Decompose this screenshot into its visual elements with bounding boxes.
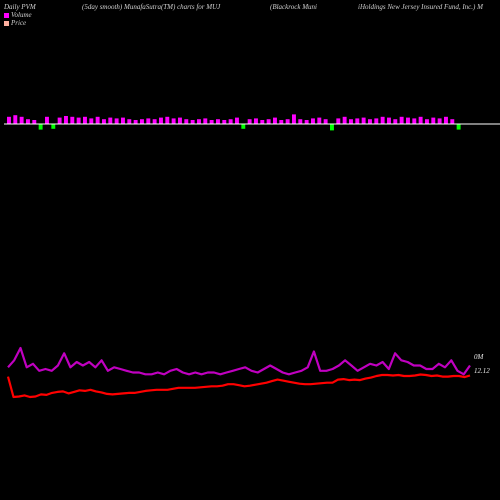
volume-bar: [133, 120, 138, 124]
volume-bar: [152, 119, 157, 124]
price-line: [6, 373, 471, 399]
header-left: Daily PVM: [4, 3, 36, 11]
price-level-label: 12.12: [474, 367, 490, 375]
volume-bar: [51, 124, 56, 129]
volume-bar: [304, 120, 309, 124]
volume-bar: [171, 118, 176, 124]
volume-bar: [64, 116, 68, 124]
volume-bar: [89, 118, 94, 124]
volume-bar: [222, 120, 227, 124]
volume-bar: [203, 118, 208, 124]
volume-bar: [146, 118, 151, 124]
volume-bar: [102, 119, 106, 124]
volume-bar: [355, 118, 360, 124]
volume-bar: [114, 118, 119, 124]
volume-bar: [349, 119, 353, 124]
volume-bar: [127, 119, 132, 124]
volume-bar: [279, 120, 284, 124]
header-company-part2: iHoldings New Jersey Insured Fund, Inc.)…: [358, 3, 483, 11]
header-company-part1: (Blackrock Muni: [270, 3, 317, 11]
volume-bar: [70, 116, 75, 124]
volume-bar: [323, 119, 328, 124]
volume-bar: [7, 116, 11, 124]
volume-bar: [76, 117, 81, 124]
volume-bar: [216, 119, 220, 124]
volume-bar: [418, 116, 423, 124]
volume-bar: [19, 116, 24, 124]
volume-bar: [311, 118, 315, 124]
volume-bar: [260, 120, 265, 124]
volume-level-label: 0M: [474, 353, 484, 361]
volume-bar: [317, 117, 322, 124]
volume-bar: [444, 116, 448, 124]
legend-volume-label: Volume: [11, 11, 32, 19]
volume-bar: [450, 119, 455, 124]
legend-price-label: Price: [11, 19, 27, 27]
volume-bar: [228, 119, 233, 124]
volume-bar: [95, 116, 100, 124]
volume-bar: [159, 117, 163, 124]
volume-bar: [13, 115, 18, 124]
volume-bar: [374, 118, 379, 124]
volume-bar: [45, 116, 49, 124]
volume-bar: [178, 117, 182, 124]
volume-bar: [412, 118, 417, 124]
volume-bar: [285, 119, 290, 124]
volume-bar: [140, 119, 144, 124]
volume-bar: [431, 117, 436, 124]
volume-bar: [38, 124, 43, 130]
volume-bar: [266, 119, 271, 124]
volume-bar: [273, 117, 277, 124]
volume-bar: [425, 119, 429, 124]
volume-bar: [184, 119, 189, 124]
volume-bar: [32, 120, 37, 124]
volume-bar: [393, 119, 398, 124]
volume-bar: [342, 116, 347, 124]
volume-bar: [165, 116, 170, 124]
volume-bar: [380, 116, 385, 124]
volume-bar: [108, 117, 113, 124]
volume-bar: [83, 116, 87, 124]
volume-bars: [7, 114, 461, 131]
volume-bar: [57, 117, 62, 124]
legend-volume-swatch: [4, 13, 9, 18]
volume-bar: [336, 118, 341, 124]
volume-bar: [235, 117, 239, 124]
legend-price-swatch: [4, 21, 9, 26]
volume-bar: [361, 117, 366, 124]
volume-bar: [406, 117, 410, 124]
volume-bar: [254, 118, 258, 124]
smoothed-volume-line: [7, 346, 471, 376]
volume-bar: [330, 124, 334, 131]
volume-bar: [387, 117, 391, 124]
legend-volume: Volume: [4, 11, 32, 20]
volume-bar: [292, 114, 296, 124]
volume-bar: [121, 117, 125, 124]
volume-bar: [241, 124, 246, 129]
volume-bar: [368, 119, 372, 124]
header-title: (5day smooth) MunafaSutra(TM) charts for…: [82, 3, 221, 11]
volume-bar: [209, 120, 214, 124]
volume-bar: [437, 118, 442, 124]
volume-bar: [190, 120, 195, 124]
volume-bar: [197, 119, 201, 124]
volume-bar: [26, 119, 30, 124]
volume-bar: [247, 119, 252, 124]
volume-bar: [298, 119, 303, 124]
volume-bar: [399, 116, 404, 124]
volume-bar: [456, 124, 461, 130]
legend-price: Price: [4, 19, 26, 28]
